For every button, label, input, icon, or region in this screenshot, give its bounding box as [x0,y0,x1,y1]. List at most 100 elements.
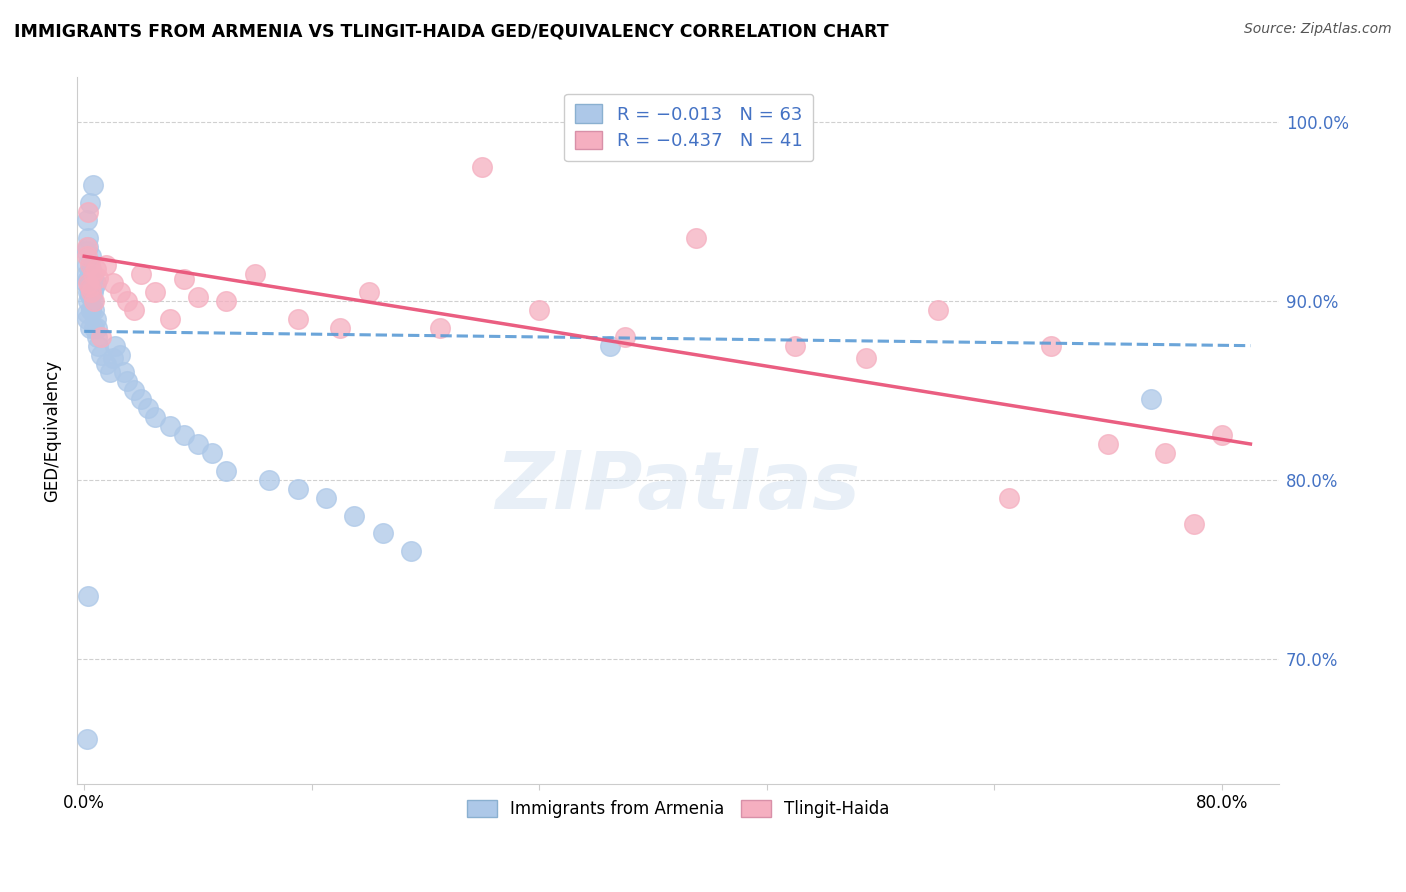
Point [94,357,117,371]
Point [82,178,104,192]
Point [86,329,108,343]
Point [79,195,101,210]
Point [79,279,101,293]
Point [76,213,98,227]
Point [76,267,98,281]
Point [86,320,108,334]
Point [75,276,97,290]
Point [82,293,104,308]
Point [785,339,807,353]
Point [79,258,101,272]
Point [84,311,107,326]
Point [83,279,105,293]
Point [287,311,309,326]
Point [201,446,224,460]
Point [143,285,166,299]
Point [1140,392,1163,407]
Point [129,267,152,281]
Point [613,329,636,343]
Point [90,348,112,362]
Point [529,302,551,317]
Point [84,261,107,276]
Point [101,276,124,290]
Point [77,276,100,290]
Point [87,270,110,285]
Point [927,302,949,317]
Point [108,285,131,299]
Point [82,270,104,285]
Point [215,464,238,478]
Point [80,290,103,304]
Point [77,285,100,299]
Point [429,320,451,334]
Point [855,351,877,366]
Point [287,482,309,496]
Point [80,249,103,263]
Point [80,302,103,317]
Point [76,240,98,254]
Point [243,267,266,281]
Point [187,437,209,451]
Point [75,244,97,258]
Point [115,375,138,389]
Point [685,231,707,245]
Point [122,302,145,317]
Point [76,732,98,747]
Point [129,392,152,407]
Point [79,320,101,334]
Point [329,320,352,334]
Point [79,285,101,299]
Point [357,285,380,299]
Point [187,290,209,304]
Point [82,267,104,281]
Point [79,267,101,281]
Point [1211,428,1233,442]
Point [87,339,110,353]
Y-axis label: GED/Equivalency: GED/Equivalency [44,359,60,501]
Point [80,285,103,299]
Text: ZIPatlas: ZIPatlas [495,448,860,526]
Point [83,320,105,334]
Point [79,288,101,302]
Point [94,258,117,272]
Point [79,267,101,281]
Point [77,589,100,603]
Point [76,311,98,326]
Point [215,293,238,308]
Point [471,160,494,174]
Point [84,276,107,290]
Point [159,419,181,434]
Point [77,240,100,254]
Point [173,272,195,286]
Point [82,285,104,299]
Point [76,306,98,320]
Point [159,311,181,326]
Point [997,491,1019,505]
Point [599,339,621,353]
Point [257,473,280,487]
Point [1097,437,1119,451]
Point [76,249,98,263]
Point [343,508,366,523]
Point [115,293,138,308]
Point [83,302,105,317]
Text: Source: ZipAtlas.com: Source: ZipAtlas.com [1244,22,1392,37]
Point [77,293,100,308]
Text: IMMIGRANTS FROM ARMENIA VS TLINGIT-HAIDA GED/EQUIVALENCY CORRELATION CHART: IMMIGRANTS FROM ARMENIA VS TLINGIT-HAIDA… [14,22,889,40]
Point [108,348,131,362]
Point [80,302,103,317]
Point [80,285,103,299]
Point [112,366,135,380]
Point [143,410,166,425]
Point [371,526,394,541]
Point [90,329,112,343]
Point [77,204,100,219]
Point [401,544,423,558]
Legend: Immigrants from Armenia, Tlingit-Haida: Immigrants from Armenia, Tlingit-Haida [460,793,896,825]
Point [1182,517,1205,532]
Point [80,261,103,276]
Point [1154,446,1177,460]
Point [77,231,100,245]
Point [136,401,159,416]
Point [173,428,195,442]
